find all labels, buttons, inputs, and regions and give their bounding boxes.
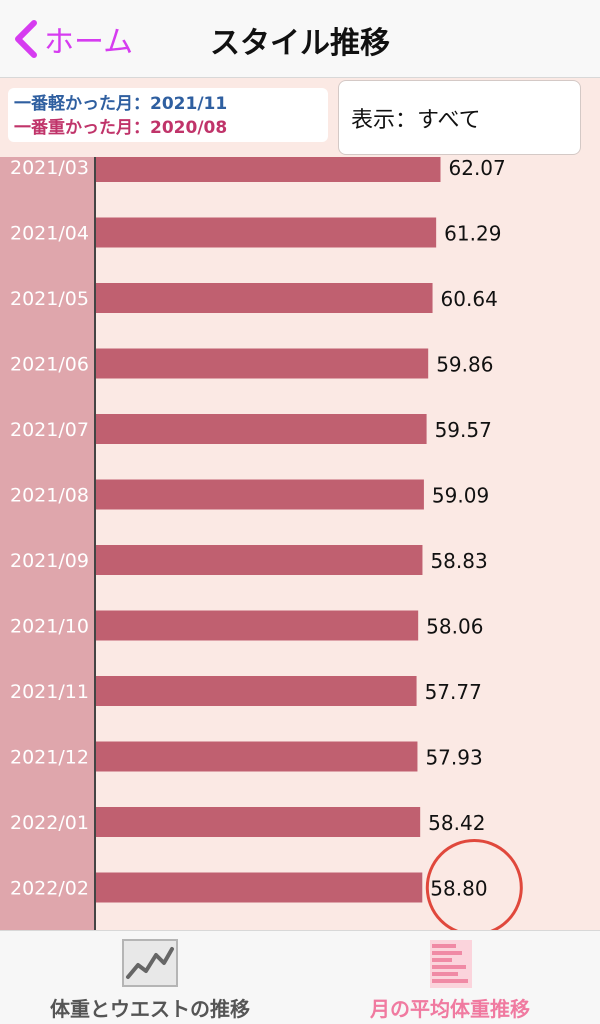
category-label-strip [0,157,94,930]
category-label: 2021/11 [10,681,89,703]
back-label: ホーム [44,25,134,60]
y-axis-line [94,157,96,930]
category-label: 2021/12 [10,747,89,769]
tab-bar: 体重とウエストの推移 月の平均体重推移 [0,930,600,1024]
tab-weight-waist[interactable]: 体重とウエストの推移 [20,931,280,1024]
category-label: 2022/01 [10,812,89,834]
bar-2021-11 [95,676,417,706]
page-title: スタイル推移 [210,26,390,61]
bar-2021-05 [95,283,433,313]
bar-2021-08 [95,479,424,510]
tab-label: 体重とウエストの推移 [50,997,250,1021]
value-label: 62.07 [449,157,506,180]
category-label: 2021/10 [10,616,89,638]
value-label: 58.83 [430,549,487,573]
line-chart-icon [122,939,178,987]
bar-chart: 2021/03 62.07 2021/04 61.29 2021/05 60.64 2021… [10,157,523,930]
value-label: 58.80 [430,877,487,901]
bar-2021-06 [95,348,429,379]
category-label: 2021/06 [10,354,89,376]
bar-2021-12 [95,741,418,772]
value-label: 61.29 [444,222,501,246]
back-button[interactable]: ホーム [12,14,133,64]
category-label: 2021/07 [10,419,89,441]
value-label: 59.57 [435,418,492,442]
lightest-month-text: 一番軽かった月：2021/11 [14,94,228,114]
value-label: 57.77 [425,680,482,704]
bar-2022-02 [95,872,423,903]
category-label: 2021/04 [10,223,89,245]
summary-box: 一番軽かった月：2021/11 一番重かった月：2020/08 [8,88,328,142]
navigation-bar: ホーム スタイル推移 [0,0,600,78]
bar-2021-04 [95,217,437,248]
display-filter-select[interactable]: 表示：すべて [338,80,581,155]
monthly-average-chart[interactable]: 2021/03 62.07 2021/04 61.29 2021/05 60.64 2021… [0,157,600,930]
bar-chart-icon [430,940,472,988]
bar-2022-01 [95,807,421,837]
value-label: 60.64 [441,287,498,311]
bar-2021-07 [95,414,427,444]
category-label: 2021/08 [10,485,89,507]
highlight-circle [425,839,523,930]
category-label: 2021/09 [10,550,89,572]
value-label: 59.86 [436,353,493,377]
bar-2021-09 [95,545,423,575]
value-label: 58.42 [428,811,485,835]
value-label: 59.09 [432,484,489,508]
chevron-left-icon [15,20,37,58]
tab-monthly-average[interactable]: 月の平均体重推移 [320,931,580,1024]
tab-label: 月の平均体重推移 [370,997,530,1021]
value-label: 57.93 [425,746,482,770]
bar-2021-10 [95,610,419,641]
category-label: 2021/03 [10,157,89,179]
value-label: 58.06 [426,615,483,639]
heaviest-month-text: 一番重かった月：2020/08 [14,118,228,138]
bar-2021-03 [95,157,441,182]
category-label: 2022/02 [10,878,89,900]
category-label: 2021/05 [10,288,89,310]
